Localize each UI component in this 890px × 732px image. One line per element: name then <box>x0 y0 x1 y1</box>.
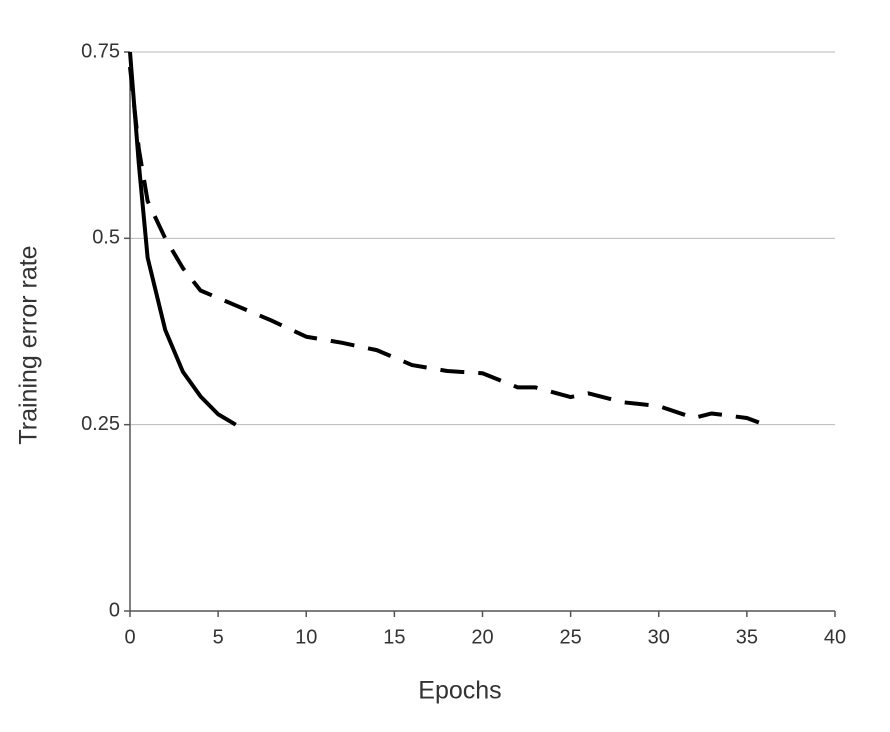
x-tick-label: 40 <box>824 626 846 648</box>
y-tick-label: 0 <box>109 599 120 621</box>
x-tick-label: 20 <box>471 626 493 648</box>
x-axis-label: Epochs <box>418 677 501 705</box>
y-axis-label: Training error rate <box>15 245 43 444</box>
x-tick-label: 10 <box>295 626 317 648</box>
x-tick-label: 35 <box>736 626 758 648</box>
x-tick-label: 15 <box>383 626 405 648</box>
y-tick-label: 0.5 <box>92 227 120 249</box>
y-tick-label: 0.25 <box>81 413 120 435</box>
x-tick-label: 25 <box>560 626 582 648</box>
data-line <box>128 51 237 427</box>
x-tick-label: 0 <box>124 626 135 648</box>
data-line <box>128 66 766 427</box>
x-tick-label: 5 <box>213 626 224 648</box>
x-tick-label: 30 <box>648 626 670 648</box>
y-tick-label: 0.75 <box>81 40 120 62</box>
